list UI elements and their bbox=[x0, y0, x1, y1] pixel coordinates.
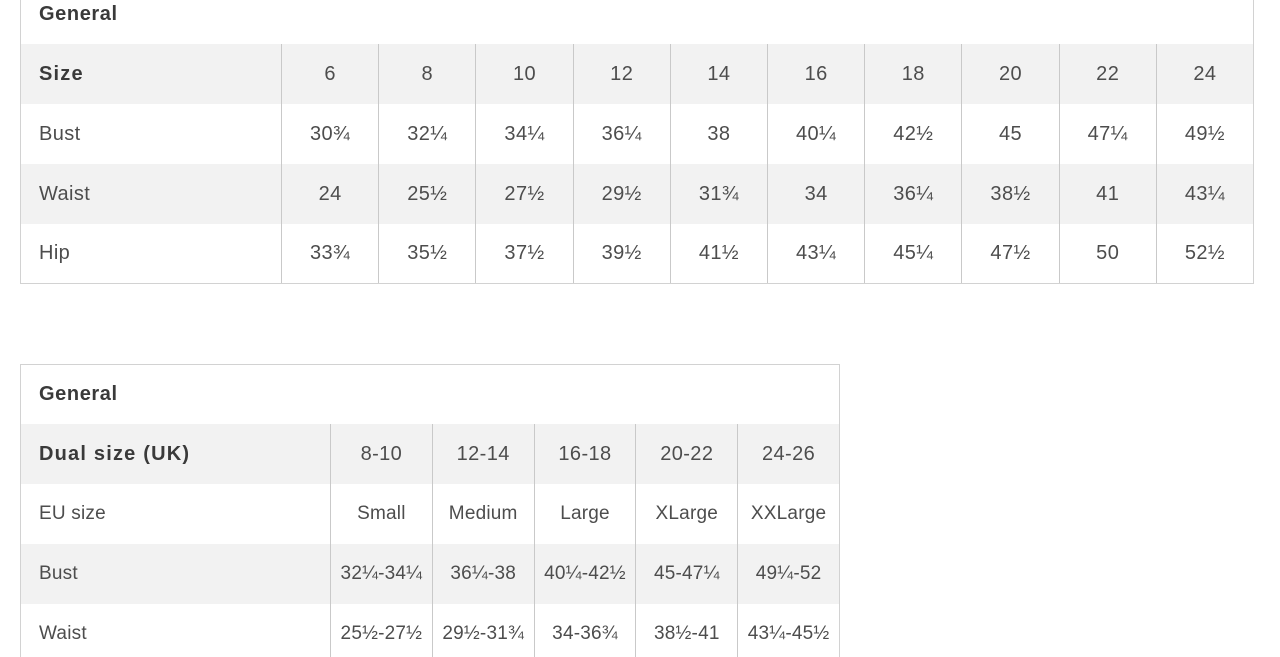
waist-range-cell: 29½-31¾ bbox=[431, 604, 534, 657]
row-label-hip: Hip bbox=[39, 242, 71, 264]
bust-value-cell: 38 bbox=[669, 104, 767, 164]
row-label-bust: Bust bbox=[39, 122, 81, 145]
bust-range-cell: 40¼-42½ bbox=[533, 544, 636, 604]
table-title: General bbox=[39, 383, 118, 405]
eu-size-value-cell: Large bbox=[533, 484, 636, 544]
waist-value-cell: 25½ bbox=[378, 164, 475, 224]
bust-row: Bust 30¾ 32¼ 34¼ 36¼ 38 40¼ 42½ 45 47¼ 4… bbox=[21, 104, 1253, 164]
waist-value-cell: 38½ bbox=[961, 164, 1058, 224]
bust-value-cell: 45 bbox=[961, 104, 1058, 164]
row-label-size: Size bbox=[39, 62, 84, 85]
waist-value-cell: 43¼ bbox=[1155, 164, 1253, 224]
waist-value-cell: 27½ bbox=[475, 164, 572, 224]
eu-size-value-cell: XXLarge bbox=[737, 484, 839, 544]
waist-value-cell: 41 bbox=[1058, 164, 1156, 224]
size-header-cell: 24 bbox=[1155, 44, 1253, 104]
table-title-row: General bbox=[21, 0, 1253, 44]
dual-size-header-cell: 24-26 bbox=[737, 424, 839, 484]
waist-range-cell: 25½-27½ bbox=[330, 604, 432, 657]
waist-range-cell: 43¼-45½ bbox=[737, 604, 839, 657]
bust-range-row: Bust 32¼-34¼ 36¼-38 40¼-42½ 45-47¼ 49¼-5… bbox=[21, 544, 839, 604]
row-label-eu-size: EU size bbox=[39, 503, 106, 524]
size-header-cell: 18 bbox=[864, 44, 961, 104]
size-header-cell: 14 bbox=[669, 44, 767, 104]
row-label-dual-size-uk: Dual size (UK) bbox=[39, 442, 191, 465]
waist-range-row: Waist 25½-27½ 29½-31¾ 34-36¾ 38½-41 43¼-… bbox=[21, 604, 839, 657]
hip-value-cell: 33¾ bbox=[281, 224, 378, 283]
numeric-size-chart-table: General Size 6 8 10 12 14 16 18 20 22 24… bbox=[20, 0, 1254, 284]
size-header-cell: 6 bbox=[281, 44, 378, 104]
bust-range-cell: 32¼-34¼ bbox=[330, 544, 432, 604]
hip-value-cell: 50 bbox=[1058, 224, 1156, 283]
bust-range-cell: 45-47¼ bbox=[635, 544, 737, 604]
dual-size-header-cell: 20-22 bbox=[635, 424, 737, 484]
dual-size-header-cell: 16-18 bbox=[533, 424, 636, 484]
hip-value-cell: 35½ bbox=[378, 224, 475, 283]
hip-value-cell: 52½ bbox=[1155, 224, 1253, 283]
bust-value-cell: 47¼ bbox=[1058, 104, 1156, 164]
bust-value-cell: 40¼ bbox=[766, 104, 864, 164]
eu-size-value-cell: Medium bbox=[431, 484, 534, 544]
size-header-cell: 20 bbox=[961, 44, 1058, 104]
waist-range-cell: 34-36¾ bbox=[533, 604, 636, 657]
bust-value-cell: 42½ bbox=[864, 104, 961, 164]
waist-value-cell: 29½ bbox=[572, 164, 670, 224]
waist-range-cell: 38½-41 bbox=[635, 604, 737, 657]
eu-size-value-cell: XLarge bbox=[635, 484, 737, 544]
bust-range-cell: 49¼-52 bbox=[737, 544, 839, 604]
eu-size-value-cell: Small bbox=[330, 484, 432, 544]
bust-range-cell: 36¼-38 bbox=[431, 544, 534, 604]
size-header-row: Size 6 8 10 12 14 16 18 20 22 24 bbox=[21, 44, 1253, 104]
waist-row: Waist 24 25½ 27½ 29½ 31¾ 34 36¼ 38½ 41 4… bbox=[21, 164, 1253, 224]
waist-value-cell: 24 bbox=[281, 164, 378, 224]
hip-value-cell: 39½ bbox=[572, 224, 670, 283]
waist-value-cell: 34 bbox=[766, 164, 864, 224]
size-header-cell: 22 bbox=[1058, 44, 1156, 104]
row-label-bust: Bust bbox=[39, 563, 78, 584]
hip-value-cell: 47½ bbox=[961, 224, 1058, 283]
hip-value-cell: 37½ bbox=[475, 224, 572, 283]
size-header-cell: 16 bbox=[766, 44, 864, 104]
dual-size-chart-table: General Dual size (UK) 8-10 12-14 16-18 … bbox=[20, 364, 840, 657]
hip-value-cell: 45¼ bbox=[864, 224, 961, 283]
eu-size-row: EU size Small Medium Large XLarge XXLarg… bbox=[21, 484, 839, 544]
table-title: General bbox=[39, 2, 118, 25]
bust-value-cell: 32¼ bbox=[378, 104, 475, 164]
bust-value-cell: 30¾ bbox=[281, 104, 378, 164]
bust-value-cell: 49½ bbox=[1155, 104, 1253, 164]
row-label-waist: Waist bbox=[39, 623, 87, 644]
dual-size-header-row: Dual size (UK) 8-10 12-14 16-18 20-22 24… bbox=[21, 424, 839, 484]
size-header-cell: 8 bbox=[378, 44, 475, 104]
size-header-cell: 10 bbox=[475, 44, 572, 104]
waist-value-cell: 36¼ bbox=[864, 164, 961, 224]
table-title-row: General bbox=[21, 365, 839, 424]
dual-size-header-cell: 8-10 bbox=[330, 424, 432, 484]
size-header-cell: 12 bbox=[572, 44, 670, 104]
dual-size-header-cell: 12-14 bbox=[431, 424, 534, 484]
bust-value-cell: 36¼ bbox=[572, 104, 670, 164]
waist-value-cell: 31¾ bbox=[669, 164, 767, 224]
row-label-waist: Waist bbox=[39, 182, 91, 205]
hip-value-cell: 43¼ bbox=[766, 224, 864, 283]
hip-row: Hip 33¾ 35½ 37½ 39½ 41½ 43¼ 45¼ 47½ 50 5… bbox=[21, 224, 1253, 283]
hip-value-cell: 41½ bbox=[669, 224, 767, 283]
bust-value-cell: 34¼ bbox=[475, 104, 572, 164]
